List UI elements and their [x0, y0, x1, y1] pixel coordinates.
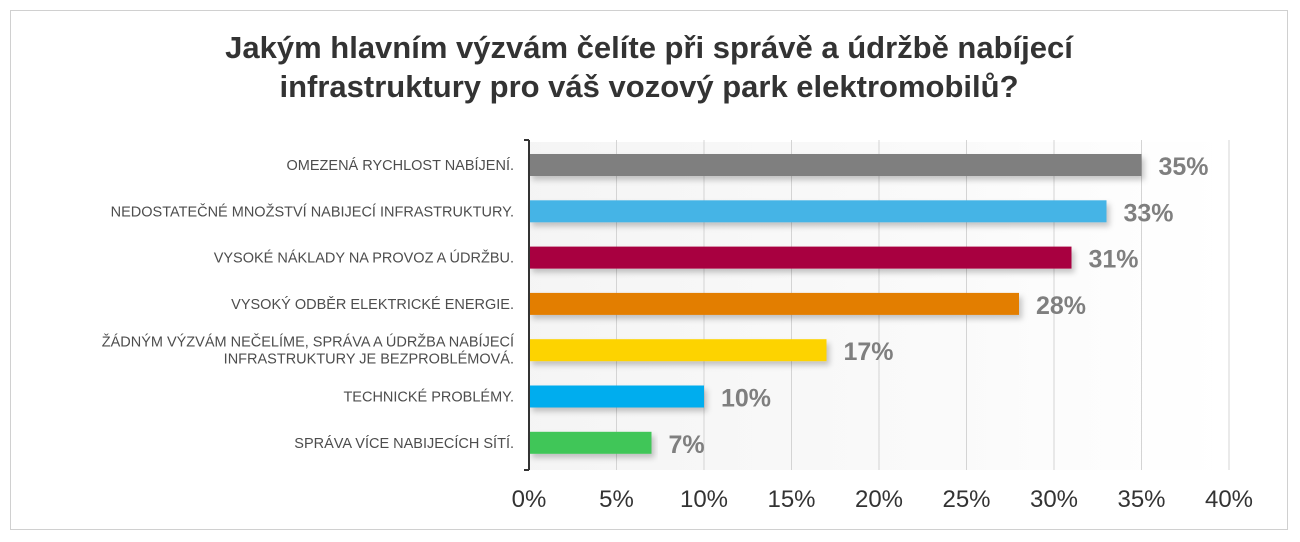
x-tick-label-30: 30% — [1030, 486, 1078, 513]
x-tick-label-20: 20% — [855, 486, 903, 513]
chart-title-line-2: infrastruktury pro váš vozový park elekt… — [279, 69, 1019, 104]
chart-title-line-1: Jakým hlavním výzvám čelíte při správě a… — [225, 30, 1073, 65]
category-label-6: TECHNICKÉ PROBLÉMY. — [343, 389, 514, 406]
bar-6 — [529, 385, 704, 408]
value-label-5: 17% — [844, 338, 894, 366]
category-label-4: VYSOKÝ ODBĚR ELEKTRICKÉ ENERGIE. — [231, 296, 514, 313]
x-tick-label-0: 0% — [512, 486, 547, 513]
bar-3 — [529, 246, 1072, 269]
x-tick-label-10: 10% — [680, 486, 728, 513]
x-tick-label-25: 25% — [942, 486, 990, 513]
category-label-5-line-2: INFRASTRUKTURY JE BEZPROBLÉMOVÁ. — [224, 351, 514, 368]
category-label-2: NEDOSTATEČNÉ MNOŽSTVÍ NABIJECÍ INFRASTRU… — [111, 203, 514, 220]
bar-4 — [529, 292, 1019, 315]
bars: 35% 33% 31%28% 17% 10% 7% — [529, 153, 1209, 459]
bar-7 — [529, 431, 652, 454]
value-label-6: 10% — [721, 385, 771, 413]
bar-5 — [529, 339, 827, 362]
category-label-1: OMEZENÁ RYCHLOST NABÍJENÍ. — [287, 157, 514, 174]
x-tick-label-15: 15% — [767, 486, 815, 513]
chart-title: Jakým hlavním výzvám čelíte při správě a… — [10, 28, 1288, 106]
y-axis: OMEZENÁ RYCHLOST NABÍJENÍ. NEDOSTATEČNÉ M… — [102, 139, 530, 471]
value-label-7: 7% — [669, 431, 705, 459]
bar-2 — [529, 200, 1107, 223]
bar-1 — [529, 154, 1142, 176]
value-label-3: 31% — [1089, 246, 1139, 274]
category-label-3: VYSOKÉ NÁKLADY NA PROVOZ A ÚDRŽBU. — [214, 250, 514, 267]
category-label-5-line-1: ŽÁDNÝM VÝZVÁM NEČELÍME, SPRÁVA A ÚDRŽBA … — [102, 334, 514, 351]
value-label-2: 33% — [1124, 199, 1174, 227]
x-tick-label-40: 40% — [1205, 486, 1253, 513]
x-axis-ticks: 0% 5% 10% 15% 20% 25% 30% 35% 40% — [512, 486, 1253, 513]
category-label-7: SPRÁVA VÍCE NABIJECÍCH SÍTÍ. — [294, 435, 514, 452]
value-label-4: 28% — [1036, 292, 1086, 320]
value-label-1: 35% — [1159, 153, 1209, 181]
x-tick-label-35: 35% — [1117, 486, 1165, 513]
x-tick-label-5: 5% — [599, 486, 634, 513]
